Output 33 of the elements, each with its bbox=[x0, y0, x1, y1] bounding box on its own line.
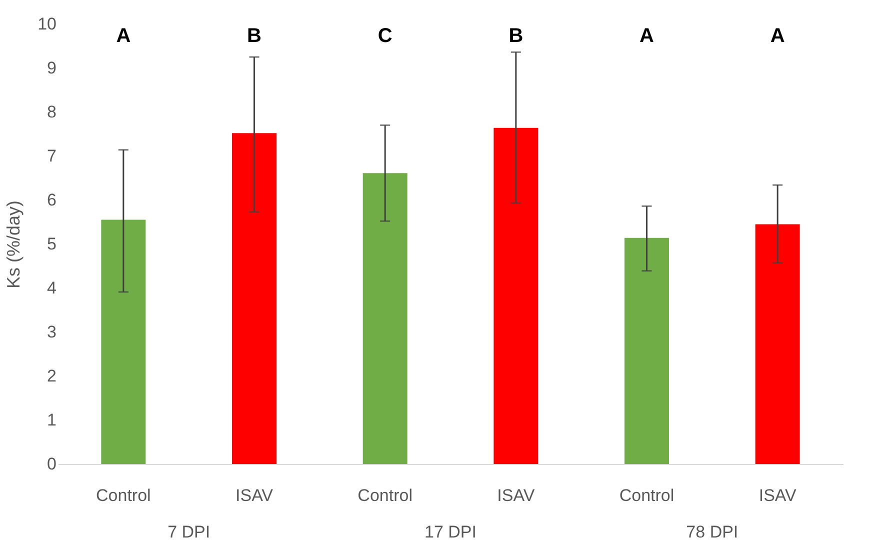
series-label: ISAV bbox=[236, 486, 274, 505]
text: Control bbox=[619, 486, 674, 505]
text: ISAV bbox=[497, 486, 535, 505]
text: ISAV bbox=[758, 486, 796, 505]
bar bbox=[624, 238, 669, 464]
y-axis-title: Ks (%/day) bbox=[4, 200, 24, 289]
annotation: C bbox=[378, 25, 392, 47]
y-tick-label: 9 bbox=[47, 58, 56, 78]
text: Control bbox=[96, 486, 151, 505]
x-tick-label: 7 DPI bbox=[168, 522, 210, 542]
bar bbox=[494, 128, 538, 464]
annotation: A bbox=[116, 25, 131, 47]
annotation: A bbox=[640, 25, 654, 47]
y-tick-label: 10 bbox=[38, 14, 56, 34]
x-tick-label: 17 DPI bbox=[424, 522, 476, 542]
bar bbox=[755, 224, 800, 464]
y-tick-label: 5 bbox=[47, 234, 56, 254]
bar bbox=[232, 133, 276, 464]
bar bbox=[101, 220, 146, 464]
bar bbox=[362, 173, 408, 464]
y-tick-label: 4 bbox=[47, 278, 56, 298]
y-tick-label: 0 bbox=[47, 454, 56, 474]
x-tick-label: 78 DPI bbox=[686, 522, 738, 542]
annotation: B bbox=[508, 25, 524, 47]
y-tick-label: 7 bbox=[47, 146, 56, 166]
y-tick-label: 6 bbox=[47, 190, 56, 210]
y-tick-label: 8 bbox=[47, 102, 56, 122]
series-label: Control bbox=[358, 486, 412, 505]
annotation: B bbox=[247, 25, 262, 47]
y-tick-label: 2 bbox=[47, 366, 56, 386]
y-tick-label: 3 bbox=[47, 322, 56, 342]
annotation: A bbox=[770, 25, 785, 47]
y-tick-label: 1 bbox=[47, 410, 56, 430]
